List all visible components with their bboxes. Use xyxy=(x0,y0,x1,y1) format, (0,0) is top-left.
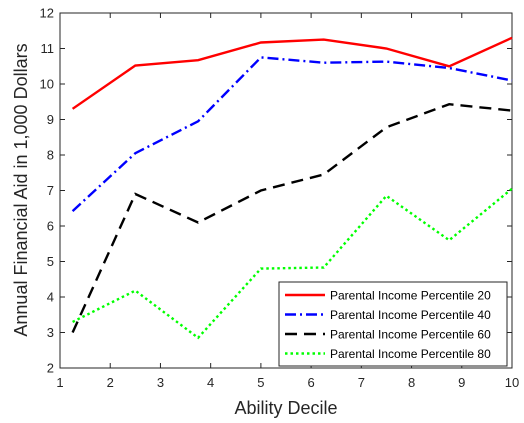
x-tick-label: 5 xyxy=(257,375,264,390)
x-tick-label: 3 xyxy=(157,375,164,390)
y-tick-label: 5 xyxy=(47,254,54,269)
y-tick-label: 6 xyxy=(47,219,54,234)
y-tick-label: 11 xyxy=(41,41,55,56)
x-tick-label: 2 xyxy=(107,375,114,390)
x-tick-label: 7 xyxy=(358,375,365,390)
y-tick-label: 10 xyxy=(40,77,54,92)
x-tick-label: 1 xyxy=(56,375,63,390)
y-tick-label: 8 xyxy=(47,148,54,163)
x-tick-label: 10 xyxy=(505,375,519,390)
x-axis-label: Ability Decile xyxy=(234,398,337,418)
x-tick-label: 4 xyxy=(207,375,214,390)
y-tick-label: 4 xyxy=(47,290,54,305)
y-axis-label: Annual Financial Aid in 1,000 Dollars xyxy=(11,43,31,336)
x-tick-label: 8 xyxy=(408,375,415,390)
x-tick-label: 6 xyxy=(307,375,314,390)
legend-label-2: Parental Income Percentile 40 xyxy=(330,308,491,322)
series-line-1 xyxy=(71,36,513,110)
y-tick-label: 9 xyxy=(47,112,54,127)
x-tick-label: 9 xyxy=(458,375,465,390)
series-line-2 xyxy=(71,56,513,212)
series-layer xyxy=(71,36,513,340)
legend-label-3: Parental Income Percentile 60 xyxy=(330,328,491,342)
legend: Parental Income Percentile 20 Parental In… xyxy=(278,281,508,367)
series-line-4 xyxy=(72,187,513,340)
series-line-3 xyxy=(71,102,513,333)
y-tick-label: 12 xyxy=(40,6,54,21)
y-tick-label: 2 xyxy=(47,361,54,376)
y-tick-label: 3 xyxy=(47,325,54,340)
y-tick-label: 7 xyxy=(47,183,54,198)
legend-label-1: Parental Income Percentile 20 xyxy=(330,289,491,303)
legend-label-4: Parental Income Percentile 80 xyxy=(330,347,491,361)
